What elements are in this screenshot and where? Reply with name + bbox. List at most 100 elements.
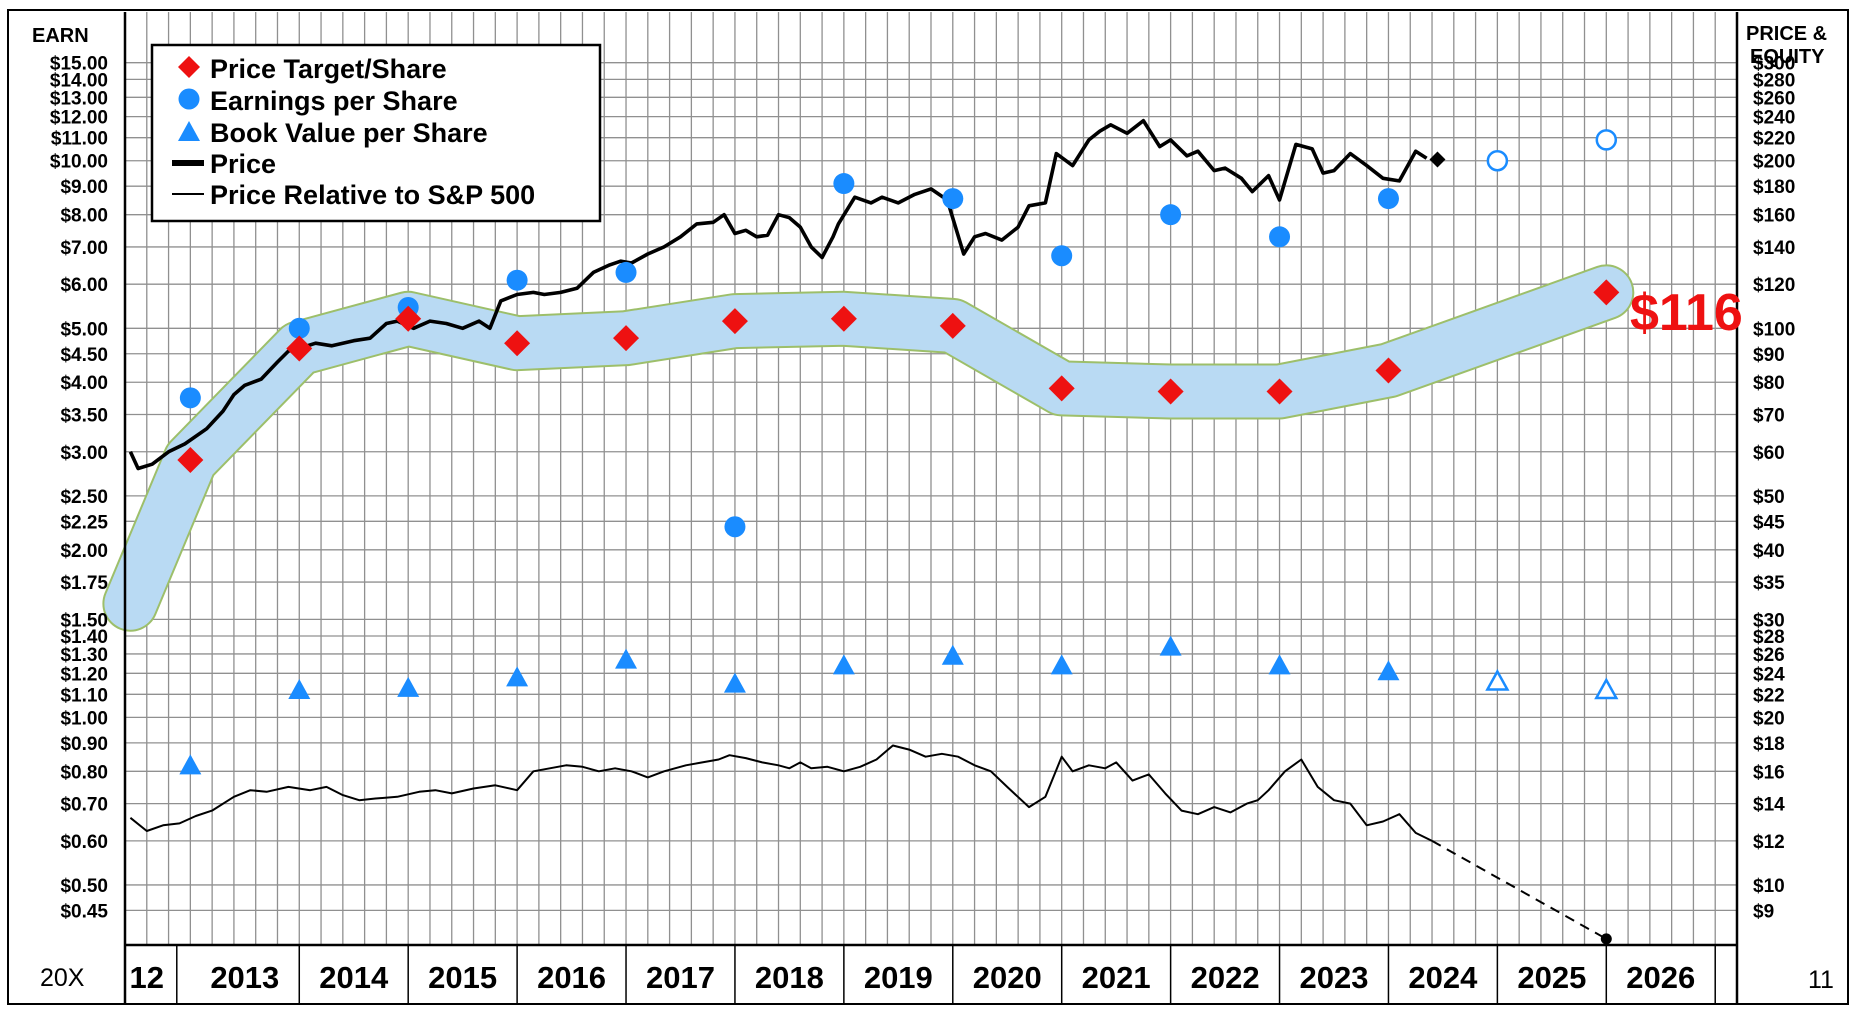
right-tick-label: $280 xyxy=(1753,70,1795,91)
left-tick-label: $5.00 xyxy=(60,319,108,340)
left-tick-label: $1.00 xyxy=(60,708,108,729)
year-label: 2015 xyxy=(428,960,497,995)
right-tick-label: $18 xyxy=(1753,734,1785,755)
right-tick-label: $12 xyxy=(1753,832,1785,853)
price-line xyxy=(128,118,1428,471)
earnings-point xyxy=(179,387,201,409)
earnings-point xyxy=(942,188,964,210)
right-tick-label: $260 xyxy=(1753,88,1795,109)
left-tick-label: $0.70 xyxy=(60,795,108,816)
year-label: 2024 xyxy=(1408,960,1478,995)
right-tick-label: $220 xyxy=(1753,129,1795,150)
earnings-point xyxy=(724,516,746,538)
left-axis-ticks: $15.00$14.00$13.00$12.00$11.00$10.00 $9.0… xyxy=(50,54,109,923)
right-tick-label: $9 xyxy=(1753,901,1774,922)
year-label: 2019 xyxy=(864,960,933,995)
right-tick-label: $10 xyxy=(1753,876,1785,897)
book-value-projection xyxy=(1485,668,1510,691)
left-tick-label: $3.50 xyxy=(60,406,108,427)
right-tick-label: $20 xyxy=(1753,708,1785,729)
left-tick-label: $13.00 xyxy=(50,88,108,109)
multiplier-label: 20X xyxy=(40,964,85,992)
book-value-point xyxy=(1268,654,1291,675)
book-value-point xyxy=(288,678,311,699)
right-tick-label: $30 xyxy=(1753,610,1785,631)
left-tick-label: $4.00 xyxy=(60,373,108,394)
year-label: 2018 xyxy=(755,960,824,995)
legend-price-target: Price Target/Share xyxy=(210,54,447,84)
chart-frame xyxy=(7,9,1849,1005)
target-price-callout: $116 xyxy=(1630,284,1743,342)
right-tick-label: $80 xyxy=(1753,373,1785,394)
book-value-point xyxy=(832,654,855,675)
left-tick-label: $6.00 xyxy=(60,275,108,296)
left-tick-label: $15.00 xyxy=(50,54,108,75)
book-value-point xyxy=(615,648,638,669)
earnings-point xyxy=(1051,245,1073,267)
year-label: 2013 xyxy=(210,960,279,995)
price-target-point xyxy=(830,305,857,332)
legend-triangle-icon xyxy=(178,121,200,141)
right-tick-label: $24 xyxy=(1753,664,1785,685)
right-tick-label: $240 xyxy=(1753,108,1795,129)
left-tick-label: $0.80 xyxy=(60,762,108,783)
legend-circle-icon xyxy=(178,88,200,110)
last-price-marker xyxy=(1429,151,1446,168)
left-tick-label: $2.00 xyxy=(60,541,108,562)
price-target-point xyxy=(395,305,422,332)
right-tick-label: $28 xyxy=(1753,627,1785,648)
legend-relative-price: Price Relative to S&P 500 xyxy=(210,180,535,210)
right-axis-title-line1: PRICE & xyxy=(1746,23,1827,45)
price-target-point xyxy=(177,446,204,473)
book-value-projection xyxy=(1594,677,1619,700)
earnings-point xyxy=(288,317,310,339)
price-lines xyxy=(128,118,1612,945)
right-tick-label: $140 xyxy=(1753,238,1795,259)
legend-diamond-icon xyxy=(178,56,200,78)
right-axis-ticks: $300$280$260$240$220$200 $180 $160 $140 $120… xyxy=(1753,54,1795,923)
year-label: 2023 xyxy=(1300,960,1369,995)
year-label: 12 xyxy=(130,960,164,995)
left-tick-label: $3.00 xyxy=(60,443,108,464)
left-tick-label: $1.30 xyxy=(60,645,108,666)
left-tick-label: $0.45 xyxy=(60,901,108,922)
legend-book-value: Book Value per Share xyxy=(210,118,488,148)
right-tick-label: $180 xyxy=(1753,177,1795,198)
earnings-point xyxy=(506,269,528,291)
left-tick-label: $12.00 xyxy=(50,108,108,129)
earnings-point xyxy=(1269,226,1291,248)
page-number: 11 xyxy=(1808,966,1834,994)
right-tick-label: $40 xyxy=(1753,541,1785,562)
price-target-point xyxy=(286,335,313,362)
earnings-projection xyxy=(1486,149,1509,172)
year-axis-labels: 12 2013 2014 2015 2016 2017 2018 2019 2020 2021 20… xyxy=(130,960,1696,995)
book-value-point xyxy=(179,754,202,775)
data-markers xyxy=(177,129,1620,775)
left-tick-label: $14.00 xyxy=(50,70,108,91)
right-tick-label: $22 xyxy=(1753,685,1785,706)
right-tick-label: $120 xyxy=(1753,275,1795,296)
left-axis-title: EARN xyxy=(32,25,89,47)
right-tick-label: $26 xyxy=(1753,645,1785,666)
right-tick-label: $14 xyxy=(1753,795,1785,816)
year-label: 2017 xyxy=(646,960,715,995)
legend-earnings: Earnings per Share xyxy=(210,86,458,116)
left-tick-label: $11.00 xyxy=(51,129,108,150)
right-tick-label: $16 xyxy=(1753,762,1785,783)
price-target-point xyxy=(1157,378,1184,405)
right-tick-label: $160 xyxy=(1753,206,1795,227)
relative-price-line xyxy=(129,744,1433,842)
price-target-point xyxy=(939,312,966,339)
left-tick-label: $2.50 xyxy=(60,487,108,508)
price-target-point xyxy=(1266,378,1293,405)
left-tick-label: $0.60 xyxy=(60,832,108,853)
legend-price: Price xyxy=(210,149,276,179)
left-tick-label: $8.00 xyxy=(60,206,108,227)
earnings-point xyxy=(1160,204,1182,226)
left-tick-label: $10.00 xyxy=(50,152,108,173)
right-tick-label: $300 xyxy=(1753,54,1795,75)
book-value-point xyxy=(1377,660,1400,681)
earnings-point xyxy=(833,173,855,195)
right-tick-label: $45 xyxy=(1753,512,1785,533)
